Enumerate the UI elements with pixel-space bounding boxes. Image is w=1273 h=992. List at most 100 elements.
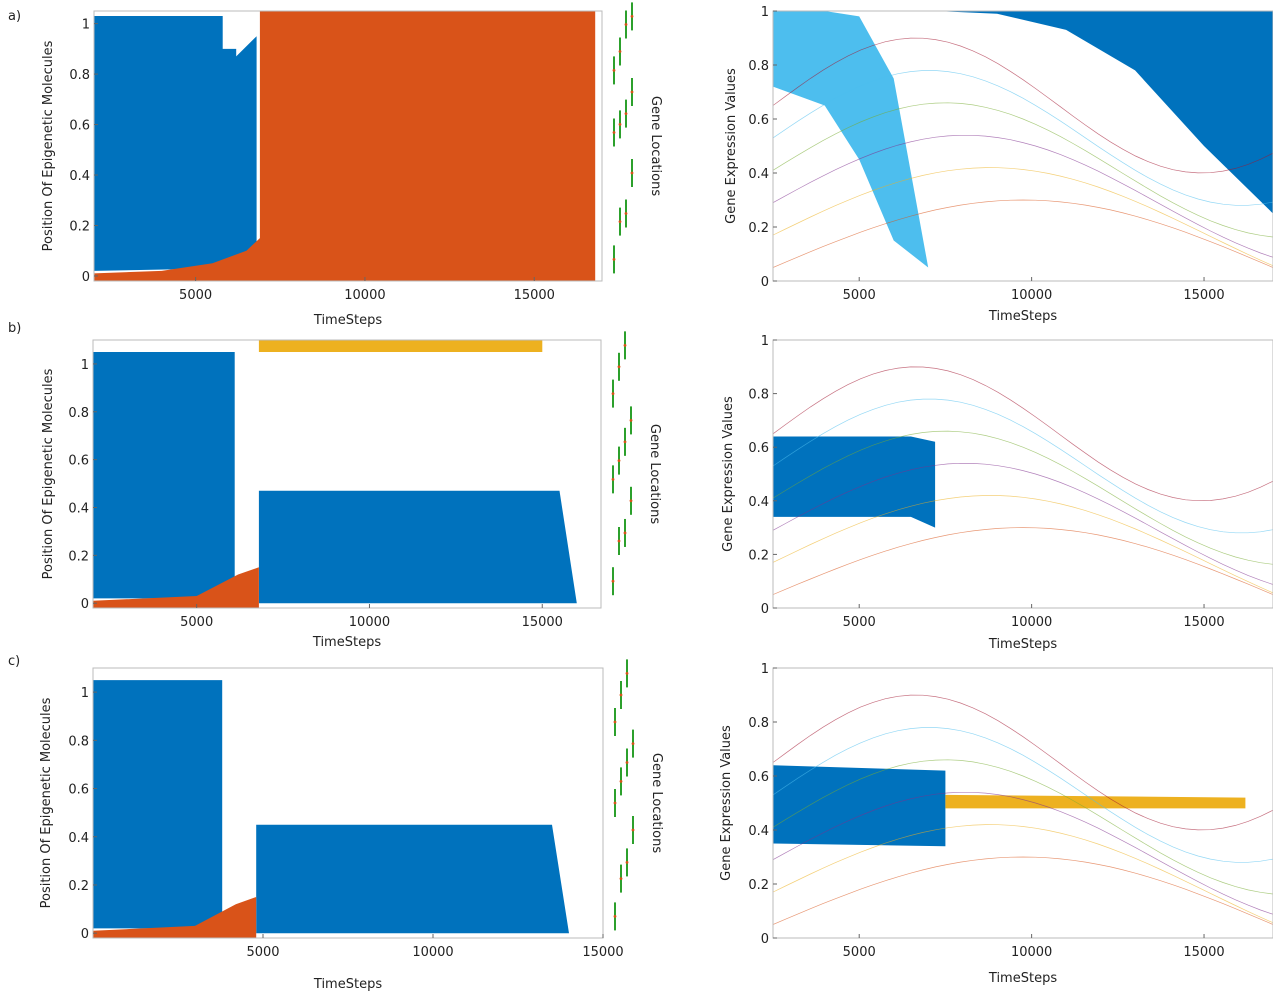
chart-a-right: 5000 10000 15000 0 0.2 0.4 0.6 0.8 1 TimeSteps Gen… <box>724 5 1273 324</box>
trajectory-line <box>773 430 1273 565</box>
x-tick-label: 5000 <box>179 288 212 303</box>
x-tick-label: 10000 <box>1011 615 1052 630</box>
plot-marks <box>94 11 596 281</box>
gene-location-dot <box>630 90 634 94</box>
gene-location-dot <box>624 212 628 215</box>
plot-marks <box>773 694 1273 925</box>
chart-a-left: 5000 10000 15000 0 0.2 0.4 0.6 0.8 1 TimeSteps Pos… <box>41 2 663 328</box>
y-tick-label: 0.6 <box>748 770 769 785</box>
trajectory-line <box>773 824 1273 924</box>
gene-location-dot <box>618 220 622 224</box>
gene-location-dot <box>617 365 621 369</box>
area-series-blue <box>935 11 1273 214</box>
x-tick-label: 5000 <box>843 288 876 303</box>
gene-location-dot <box>613 801 617 805</box>
y-axis-label: Position Of Epigenetic Molecules <box>41 368 56 579</box>
y-axis-label: Gene Expression Values <box>721 396 736 552</box>
y-tick-label: 0.2 <box>69 219 90 234</box>
area-series-blue <box>94 16 257 276</box>
gene-location-dot <box>623 531 627 535</box>
trajectory-line <box>773 791 1273 915</box>
gene-location-dot <box>612 258 616 261</box>
trajectory-line <box>773 759 1273 895</box>
gene-locations-label: Gene Locations <box>649 753 664 853</box>
gene-location-dot <box>611 579 615 583</box>
y-tick-label: 0.8 <box>748 716 769 731</box>
y-tick-label: 0.4 <box>69 169 90 184</box>
y-axis-label: Gene Expression Values <box>719 725 734 881</box>
gene-location-dot <box>617 459 621 462</box>
y-tick-label: 0.8 <box>748 388 769 403</box>
y-tick-label: 1 <box>761 5 769 20</box>
y-tick-label: 0.6 <box>68 783 89 798</box>
y-tick-label: 1 <box>82 18 90 33</box>
y-tick-label: 0.4 <box>748 824 769 839</box>
area-series-blue <box>93 680 569 934</box>
y-tick-label: 0.2 <box>68 879 89 894</box>
y-tick-label: 0 <box>761 602 769 617</box>
x-tick-label: 15000 <box>582 945 623 960</box>
gene-location-dot <box>613 915 617 918</box>
y-tick-label: 1 <box>81 358 89 373</box>
x-tick-label: 10000 <box>349 615 390 630</box>
gene-locations-label: Gene Locations <box>647 424 662 524</box>
y-tick-label: 0 <box>81 597 89 612</box>
gene-location-dot <box>631 828 635 832</box>
x-tick-label: 5000 <box>180 615 213 630</box>
plot-frame <box>772 10 1273 282</box>
y-tick-label: 0.4 <box>748 167 769 182</box>
y-tick-label: 0.4 <box>68 831 89 846</box>
area-series-lightblue <box>773 11 929 268</box>
y-tick-label: 0.8 <box>69 68 90 83</box>
y-axis-label: Gene Expression Values <box>724 68 739 224</box>
gene-location-dot <box>623 440 627 444</box>
area-series-orange <box>93 567 259 608</box>
plot-frame <box>772 667 1273 939</box>
x-axis-label: TimeSteps <box>988 637 1057 652</box>
gene-location-dot <box>619 877 623 880</box>
gene-location-dot <box>618 123 622 126</box>
x-tick-label: 15000 <box>1183 615 1224 630</box>
chart-b-right: 5000 10000 15000 0 0.2 0.4 0.6 0.8 1 TimeSteps Gen… <box>721 334 1273 652</box>
area-series-orange <box>93 897 257 938</box>
gene-locations-label: Gene Locations <box>648 96 663 196</box>
gene-location-dot <box>611 477 615 481</box>
gene-location-dot <box>623 343 627 347</box>
chart-c-right: 5000 10000 15000 0 0.2 0.4 0.6 0.8 1 TimeSteps Gen… <box>719 662 1273 986</box>
plot-frame <box>772 339 1273 609</box>
gene-location-dot <box>625 672 629 675</box>
trajectory-line <box>773 37 1273 174</box>
y-tick-label: 0.8 <box>68 734 89 749</box>
y-tick-label: 0.4 <box>68 502 89 517</box>
trajectory-line <box>773 495 1273 594</box>
area-series-blue <box>93 352 577 604</box>
area-series-blue <box>773 765 946 847</box>
x-tick-label: 15000 <box>514 288 555 303</box>
y-tick-label: 0.6 <box>748 113 769 128</box>
area-series-orange <box>94 11 596 281</box>
x-axis-label: TimeSteps <box>313 977 382 992</box>
plot-frame <box>92 667 604 939</box>
y-tick-label: 0.2 <box>748 548 769 563</box>
trajectory-line <box>773 167 1273 267</box>
gene-location-dot <box>629 419 633 422</box>
y-tick-label: 1 <box>81 686 89 701</box>
gene-location-dot <box>613 720 617 724</box>
plot-marks <box>93 680 569 938</box>
y-tick-label: 0.8 <box>748 59 769 74</box>
plot-frame <box>92 339 602 609</box>
y-tick-label: 1 <box>761 662 769 677</box>
gene-location-dot <box>630 171 634 175</box>
gene-location-dot <box>611 392 615 395</box>
gene-location-dot <box>624 112 628 115</box>
x-tick-label: 10000 <box>1011 945 1052 960</box>
y-tick-label: 0.8 <box>68 406 89 421</box>
y-tick-label: 0.4 <box>748 495 769 510</box>
x-axis-label: TimeSteps <box>313 313 382 328</box>
chart-c-left: 5000 10000 15000 0 0.2 0.4 0.6 0.8 1 TimeSteps Pos… <box>39 659 664 992</box>
gene-location-dot <box>618 50 622 53</box>
trajectory-line <box>773 102 1273 238</box>
y-tick-label: 0.2 <box>748 878 769 893</box>
x-tick-label: 10000 <box>1011 288 1052 303</box>
